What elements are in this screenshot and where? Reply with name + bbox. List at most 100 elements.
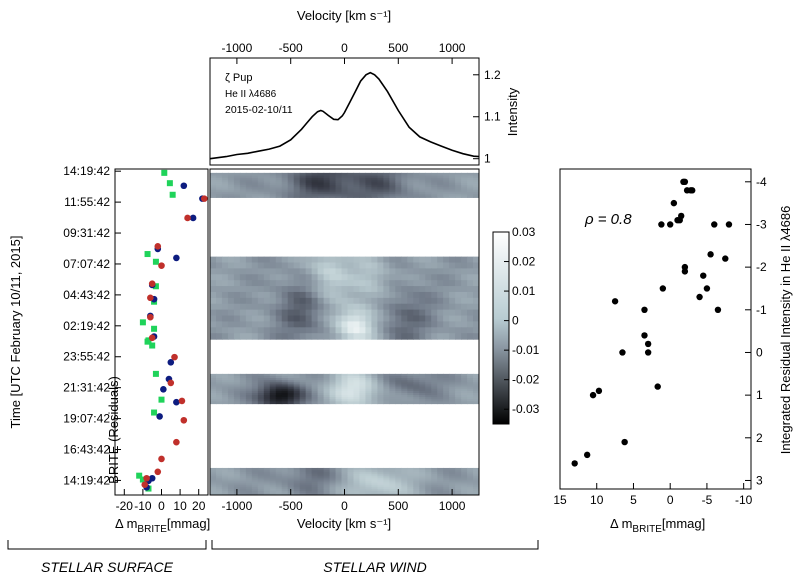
brite-point-blue: [156, 413, 163, 420]
heatmap-cell: [425, 392, 432, 396]
heatmap-cell: [341, 479, 349, 483]
heatmap-cell: [257, 485, 265, 488]
heatmap-cell: [281, 327, 289, 334]
heatmap-cell: [275, 475, 283, 479]
heatmap-cell: [293, 388, 301, 392]
heatmap-cell: [215, 274, 223, 281]
heatmap-cell: [293, 493, 301, 495]
heatmap-cell: [455, 321, 462, 328]
heatmap-cell: [239, 291, 247, 299]
heatmap-cell: [269, 373, 277, 377]
colorbar-tick-label: -0.02: [512, 373, 540, 387]
heatmap-cell: [251, 297, 259, 305]
heatmap-cell: [227, 280, 235, 287]
heatmap-cell: [461, 479, 468, 483]
heatmap-cell: [323, 185, 331, 188]
heatmap-cell: [407, 286, 414, 293]
heatmap-cell: [401, 309, 408, 317]
heatmap-cell: [287, 378, 295, 381]
heatmap-cell: [210, 291, 217, 299]
heatmap-cell: [467, 491, 474, 494]
heatmap-cell: [210, 193, 217, 197]
heatmap-cell: [401, 380, 408, 383]
heatmap-cell: [317, 321, 325, 328]
heatmap-cell: [419, 384, 426, 388]
heatmap-cell: [215, 315, 223, 323]
heatmap-cell: [473, 382, 479, 386]
brite-x-tick-label: 20: [192, 499, 206, 513]
heatmap-cell: [215, 399, 223, 402]
heatmap-cell: [437, 280, 444, 287]
heatmap-cell: [293, 297, 301, 305]
brite-point-blue: [173, 398, 180, 406]
heatmap-cell: [269, 378, 277, 381]
heatmap-cell: [323, 481, 331, 484]
heatmap-cell: [431, 487, 438, 490]
heatmap-cell: [335, 327, 343, 334]
brite-y-tick-label: 23:55:42: [63, 350, 110, 364]
heatmap-cell: [347, 268, 355, 275]
heatmap-cell: [281, 483, 289, 486]
heatmap-cell: [413, 477, 420, 481]
heatmap-cell: [281, 384, 289, 388]
heatmap-cell: [311, 195, 319, 198]
colorbar-tick-label: -0.01: [512, 343, 540, 357]
heatmap-cell: [467, 176, 474, 179]
heatmap-cell: [215, 469, 223, 473]
heatmap-cell: [431, 183, 438, 186]
heatmap-cell: [257, 471, 265, 475]
heatmap-cell: [257, 286, 265, 293]
heatmap-cell: [389, 291, 396, 299]
heatmap-cell: [443, 473, 450, 477]
brite-point-green: [151, 409, 158, 416]
heatmap-cell: [413, 382, 420, 386]
heatmap-cell: [275, 471, 283, 475]
heatmap-cell: [215, 303, 223, 311]
heatmap-cell: [251, 475, 259, 479]
brite-point-green: [139, 476, 146, 483]
heatmap-cell: [263, 195, 271, 198]
heatmap-cell: [263, 286, 271, 293]
heatmap-cell: [377, 471, 384, 475]
heatmap-cell: [251, 477, 259, 481]
heatmap-cell: [299, 286, 307, 293]
heatmap-cell: [407, 477, 414, 481]
heatmap-cell: [269, 477, 277, 481]
heatmap-cell: [467, 321, 474, 328]
heatmap-cell: [341, 192, 349, 195]
heatmap-cell: [359, 378, 367, 381]
heatmap-cell: [227, 473, 235, 477]
heatmap-cell: [473, 195, 479, 198]
heatmap-cell: [239, 483, 247, 486]
heatmap-cell: [473, 479, 479, 483]
heatmap-cell: [245, 477, 253, 481]
heatmap-cell: [305, 489, 313, 492]
heatmap-cell: [227, 491, 235, 494]
heatmap-cell: [210, 174, 217, 177]
heatmap-cell: [257, 378, 265, 381]
heatmap-cell: [467, 174, 474, 177]
heatmap-cell: [275, 382, 283, 386]
heatmap-cell: [323, 479, 331, 483]
heatmap-cell: [419, 469, 426, 473]
heatmap-cell: [461, 481, 468, 484]
heatmap-cell: [347, 185, 355, 188]
heatmap-cell: [257, 291, 265, 299]
heatmap-cell: [443, 268, 450, 275]
heatmap-cell: [233, 193, 241, 197]
heatmap-cell: [275, 274, 283, 281]
heatmap-x-tick-label: 500: [388, 499, 408, 513]
heatmap-cell: [347, 479, 355, 483]
heatmap-cell: [395, 193, 402, 197]
heatmap-cell: [317, 489, 325, 492]
heatmap-cell: [227, 493, 235, 495]
heatmap-cell: [239, 475, 247, 479]
heatmap-cell: [329, 183, 337, 186]
heatmap-cell: [431, 477, 438, 481]
heatmap-cell: [443, 399, 450, 402]
heatmap-cell: [419, 475, 426, 479]
heatmap-cell: [341, 395, 349, 398]
heatmap-cell: [353, 382, 361, 386]
heatmap-cell: [311, 469, 319, 473]
heatmap-cell: [455, 473, 462, 477]
